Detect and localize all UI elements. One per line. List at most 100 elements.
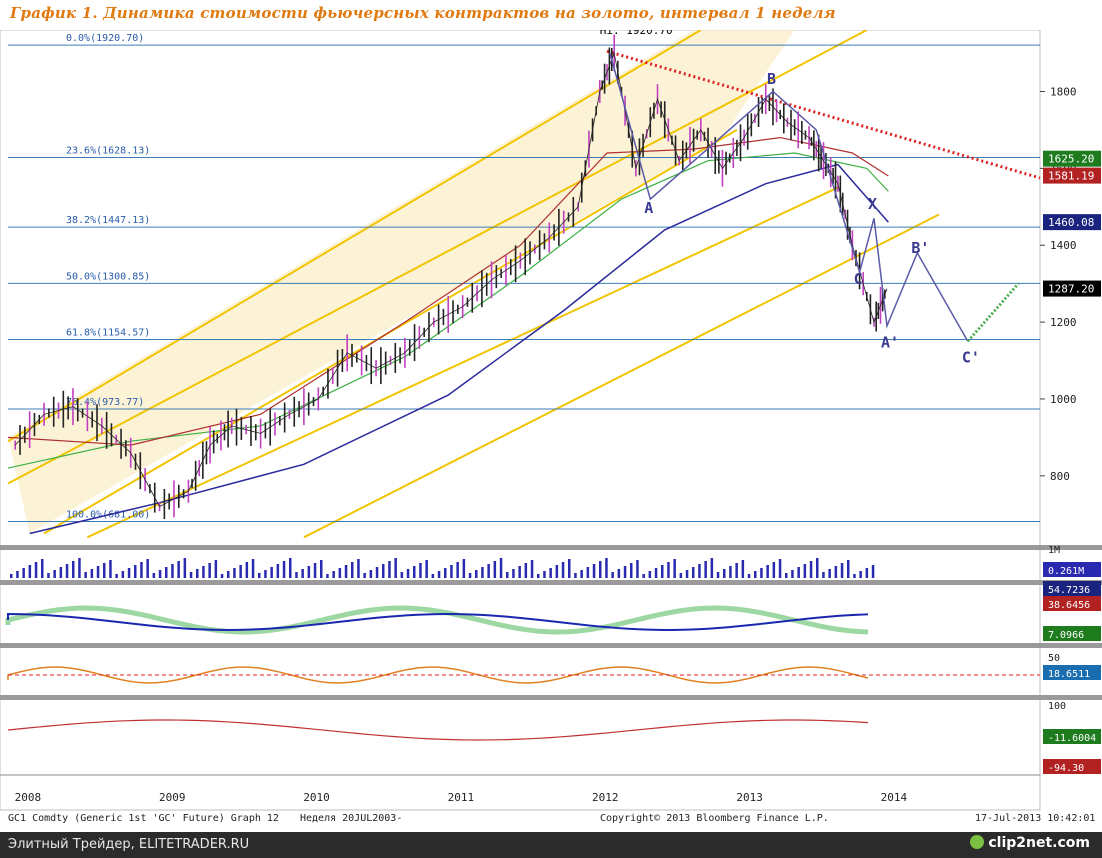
volume-bar xyxy=(413,566,416,578)
volume-bar xyxy=(90,569,94,578)
chart-title: График 1. Динамика стоимости фьючерсных … xyxy=(10,4,836,22)
volume-bar xyxy=(28,565,32,578)
volume-bar xyxy=(326,574,329,578)
volume-bar xyxy=(549,568,552,578)
volume-bar xyxy=(16,571,19,578)
volume-bar xyxy=(10,574,13,578)
channel-line xyxy=(7,30,702,443)
volume-bar xyxy=(301,569,304,578)
volume-bar xyxy=(574,573,577,578)
volume-bar xyxy=(289,558,292,578)
volume-bar xyxy=(406,569,410,578)
panel-tag-label: 50 xyxy=(1048,653,1060,664)
price-tag xyxy=(1043,150,1101,167)
channel-line xyxy=(7,30,868,485)
volume-bar xyxy=(555,565,559,578)
volume-bar xyxy=(109,560,112,578)
volume-bar xyxy=(140,562,143,578)
footer-source: Элитный Трейдер, ELITETRADER.RU xyxy=(8,837,250,852)
volume-bar xyxy=(692,567,695,578)
volume-bar xyxy=(834,566,838,578)
volume-bar xyxy=(816,558,819,578)
volume-bar xyxy=(747,574,751,578)
volume-bar xyxy=(847,560,850,578)
wave-label: B' xyxy=(911,239,929,257)
wave-label: A' xyxy=(881,333,899,351)
volume-bar xyxy=(512,569,515,578)
volume-bar xyxy=(741,560,745,578)
volume-bar xyxy=(134,565,137,578)
footer-logo: clip2net.com xyxy=(970,835,1090,851)
volume-bar xyxy=(828,569,831,578)
volume-bar xyxy=(450,565,453,578)
volume-bar xyxy=(369,570,373,578)
volume-bar xyxy=(245,562,249,578)
volume-bar xyxy=(437,571,441,578)
volume-bar xyxy=(797,567,800,578)
volume-bar xyxy=(146,559,149,578)
volume-bar xyxy=(84,572,87,578)
volume-bar xyxy=(313,563,317,578)
panel-tag-label: 18.6511 xyxy=(1048,669,1090,680)
volume-bar xyxy=(59,567,63,578)
volume-bar xyxy=(127,568,131,578)
panel-tag xyxy=(1043,581,1101,596)
volume-bar xyxy=(351,562,354,578)
volume-bar xyxy=(53,570,56,578)
price-line xyxy=(14,51,888,508)
panel-tag-label: 100 xyxy=(1048,701,1066,712)
volume-bar xyxy=(636,560,639,578)
y-tick-label: 800 xyxy=(1050,470,1070,483)
volume-bar xyxy=(338,568,342,578)
volume-bar xyxy=(778,559,782,578)
x-tick-label: 2008 xyxy=(15,791,42,804)
volume-bar xyxy=(227,571,230,578)
volume-bar xyxy=(704,561,707,578)
price-tag xyxy=(1043,280,1101,297)
volume-bar xyxy=(524,563,528,578)
y-tick-label: 1400 xyxy=(1050,239,1077,252)
projection-arrow xyxy=(966,282,1020,343)
copyright-text: Copyright© 2013 Bloomberg Finance L.P. xyxy=(600,813,829,824)
volume-bar xyxy=(258,573,261,578)
volume-bar xyxy=(661,565,664,578)
volume-bar xyxy=(543,571,546,578)
channel-line xyxy=(86,186,839,539)
volume-bar xyxy=(158,570,162,578)
volume-bar xyxy=(506,572,509,578)
volume-bar xyxy=(152,573,156,578)
volume-bar xyxy=(735,563,738,578)
volume-bar xyxy=(611,572,614,578)
volume-bar xyxy=(177,561,180,578)
volume-bar xyxy=(592,564,596,578)
volume-bar xyxy=(679,573,683,578)
gold-futures-chart: 0.0%(1920.70) 23.6%(1628.13) 38.2%(1447.13… xyxy=(0,30,1102,832)
volume-bar xyxy=(468,573,472,578)
fib-label: 50.0%(1300.85) xyxy=(66,271,150,282)
price-tag xyxy=(1043,167,1101,184)
panel-tag xyxy=(1043,759,1101,774)
panel-tag xyxy=(1043,729,1101,744)
panel-tag-label: 38.6456 xyxy=(1048,600,1090,611)
price-tag xyxy=(1043,214,1101,231)
panel-divider xyxy=(0,695,1102,700)
volume-bar xyxy=(41,559,44,578)
price-tag-label: 1460.08 xyxy=(1048,216,1094,229)
panel-tag xyxy=(1043,626,1101,641)
panel-divider xyxy=(0,643,1102,648)
volume-bar xyxy=(189,572,193,578)
volume-bar xyxy=(375,567,379,578)
x-tick-label: 2010 xyxy=(303,791,330,804)
volume-bar xyxy=(723,569,726,578)
volume-bar xyxy=(394,558,397,578)
wave-label: X xyxy=(868,195,877,213)
volume-bar xyxy=(630,563,633,578)
volume-bar xyxy=(320,560,323,578)
resistance-line xyxy=(606,49,1041,180)
volume-bar xyxy=(419,563,422,578)
volume-bar xyxy=(264,570,267,578)
volume-bar xyxy=(865,568,869,578)
wave-path xyxy=(609,52,969,342)
x-tick-label: 2013 xyxy=(736,791,763,804)
volume-bar xyxy=(648,571,652,578)
